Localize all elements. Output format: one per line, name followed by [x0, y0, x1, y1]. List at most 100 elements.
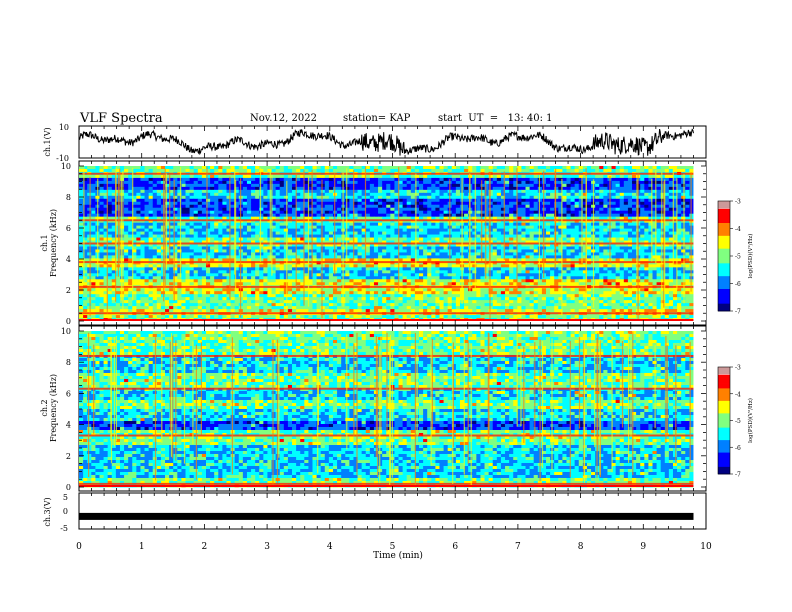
spectrogram-cell — [267, 210, 272, 215]
ch1-wave-ytick-bottom: -10 — [56, 154, 69, 163]
spectrogram-cell — [562, 237, 567, 241]
spectrogram-cell — [472, 177, 477, 182]
spectrogram-cell — [517, 180, 522, 185]
spectrogram-cell — [279, 219, 285, 224]
spectrogram-cell — [218, 177, 223, 182]
spectrogram-cell — [505, 195, 510, 200]
spectrogram-cell — [255, 183, 260, 188]
spectrogram-cell — [558, 258, 563, 262]
spectrogram-cell — [205, 198, 211, 203]
spectrogram-cell — [296, 258, 301, 262]
spectrogram-cell — [173, 225, 178, 229]
spectrogram-cell — [599, 234, 604, 238]
spectrogram-cell — [394, 228, 399, 232]
spectrogram-cell — [648, 231, 653, 235]
spectrogram-cell — [111, 186, 117, 191]
spectrogram-cell — [218, 213, 223, 218]
spectrogram-cell — [664, 255, 670, 259]
spectrogram-cell — [472, 166, 477, 170]
spectrogram-cell — [197, 183, 203, 188]
spectrogram-cell — [312, 258, 317, 262]
spectrogram-cell — [107, 225, 113, 229]
spectrogram-cell — [640, 207, 645, 212]
spectrogram-cell — [451, 234, 457, 238]
spectrogram-cell — [427, 228, 432, 232]
spectrogram-cell — [513, 204, 518, 209]
spectrogram-cell — [496, 177, 502, 182]
spectrogram-cell — [451, 243, 457, 247]
spectrogram-cell — [316, 204, 322, 209]
spectrogram-cell — [185, 204, 191, 209]
spectrogram-cell — [181, 234, 186, 238]
spectrogram-cell — [308, 234, 313, 238]
spectrogram-cell — [365, 183, 371, 188]
spectrogram-cell — [357, 198, 363, 203]
spectrogram-cell — [488, 231, 494, 235]
spectrogram-cell — [394, 234, 399, 238]
spectrogram-cell — [341, 168, 346, 173]
spectrogram-cell — [570, 201, 576, 206]
spectrogram-cell — [562, 207, 567, 212]
spectrogram-cell — [124, 201, 129, 206]
spectrogram-cell — [480, 246, 485, 250]
spectrogram-cell — [488, 213, 494, 218]
spectrogram-cell — [271, 240, 277, 244]
spectrogram-cell — [292, 240, 297, 244]
spectrogram-cell — [484, 213, 490, 218]
spectrogram-cell — [529, 192, 535, 197]
spectrogram-cell — [644, 222, 649, 227]
spectrogram-cell — [234, 252, 240, 256]
spectrogram-cell — [83, 249, 88, 253]
spectrogram-cell — [316, 177, 322, 182]
spectrogram-cell — [545, 195, 551, 200]
spectrogram-cell — [251, 174, 256, 179]
spectrogram-cell — [431, 213, 436, 218]
spectrogram-cell — [578, 243, 584, 247]
spectrogram-cell — [480, 207, 485, 212]
spectrogram-cell — [226, 258, 231, 262]
spectrogram-cell — [410, 219, 416, 224]
spectrogram-cell — [386, 225, 391, 229]
spectrogram-cell — [365, 258, 371, 262]
spectrogram-cell — [611, 237, 617, 241]
spectrogram-cell — [144, 255, 150, 259]
spectrogram-cell — [394, 240, 399, 244]
spectrogram-cell — [103, 228, 109, 232]
spectrogram-cell — [140, 210, 145, 215]
spectrogram-cell — [533, 234, 539, 238]
spectrogram-cell — [242, 243, 248, 247]
spectrogram-cell — [369, 225, 375, 229]
spectrogram-cell — [255, 225, 260, 229]
spectrogram-cell — [91, 222, 96, 227]
spectrogram-cell — [165, 222, 170, 227]
spectrogram-cell — [382, 237, 387, 241]
spectrogram-cell — [554, 186, 559, 191]
spectrogram-cell — [152, 204, 158, 209]
spectrogram-cell — [423, 255, 428, 259]
spectrogram-cell — [91, 189, 96, 194]
spectrogram-cell — [390, 237, 395, 241]
spectrogram-cell — [632, 174, 637, 179]
spectrogram-cell — [177, 189, 182, 194]
spectrogram-cell — [119, 166, 125, 170]
spectrogram-cell — [414, 249, 420, 253]
spectrogram-cell — [124, 174, 129, 179]
spectrogram-cell — [484, 249, 490, 253]
spectrogram-cell — [152, 225, 158, 229]
spectrogram-cell — [468, 166, 473, 170]
spectrogram-cell — [505, 255, 510, 259]
spectrogram-cell — [533, 222, 539, 227]
spectrogram-cell — [611, 168, 617, 173]
spectrogram-cell — [357, 225, 363, 229]
spectrogram-cell — [251, 225, 256, 229]
spectrogram-cell — [328, 216, 334, 221]
spectrogram-cell — [685, 240, 690, 244]
spectrogram-cell — [423, 252, 428, 256]
spectrogram-cell — [406, 168, 412, 173]
spectrogram-cell — [165, 189, 170, 194]
spectrogram-cell — [222, 243, 227, 247]
spectrogram-cell — [148, 177, 154, 182]
spectrogram-cell — [205, 216, 211, 221]
spectrogram-cell — [472, 237, 477, 241]
spectrogram-cell — [586, 168, 592, 173]
